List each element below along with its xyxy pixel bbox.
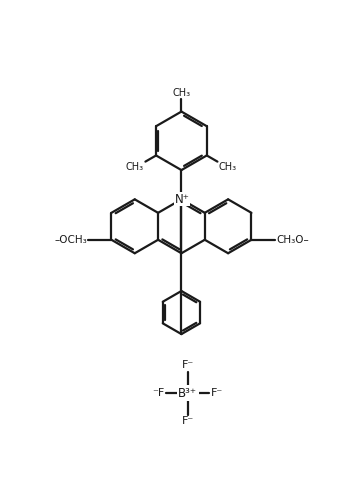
Text: CH₃: CH₃ <box>126 162 144 172</box>
Text: B³⁺: B³⁺ <box>178 387 197 400</box>
Text: N⁺: N⁺ <box>175 193 190 206</box>
Text: CH₃: CH₃ <box>219 162 237 172</box>
Text: F⁻: F⁻ <box>182 360 194 370</box>
Text: F⁻: F⁻ <box>182 416 194 427</box>
Text: CH₃O–: CH₃O– <box>276 235 309 245</box>
Text: ⁻F: ⁻F <box>152 389 165 398</box>
Text: CH₃: CH₃ <box>172 88 190 98</box>
Text: F⁻: F⁻ <box>211 389 223 398</box>
Text: –OCH₃: –OCH₃ <box>54 235 87 245</box>
